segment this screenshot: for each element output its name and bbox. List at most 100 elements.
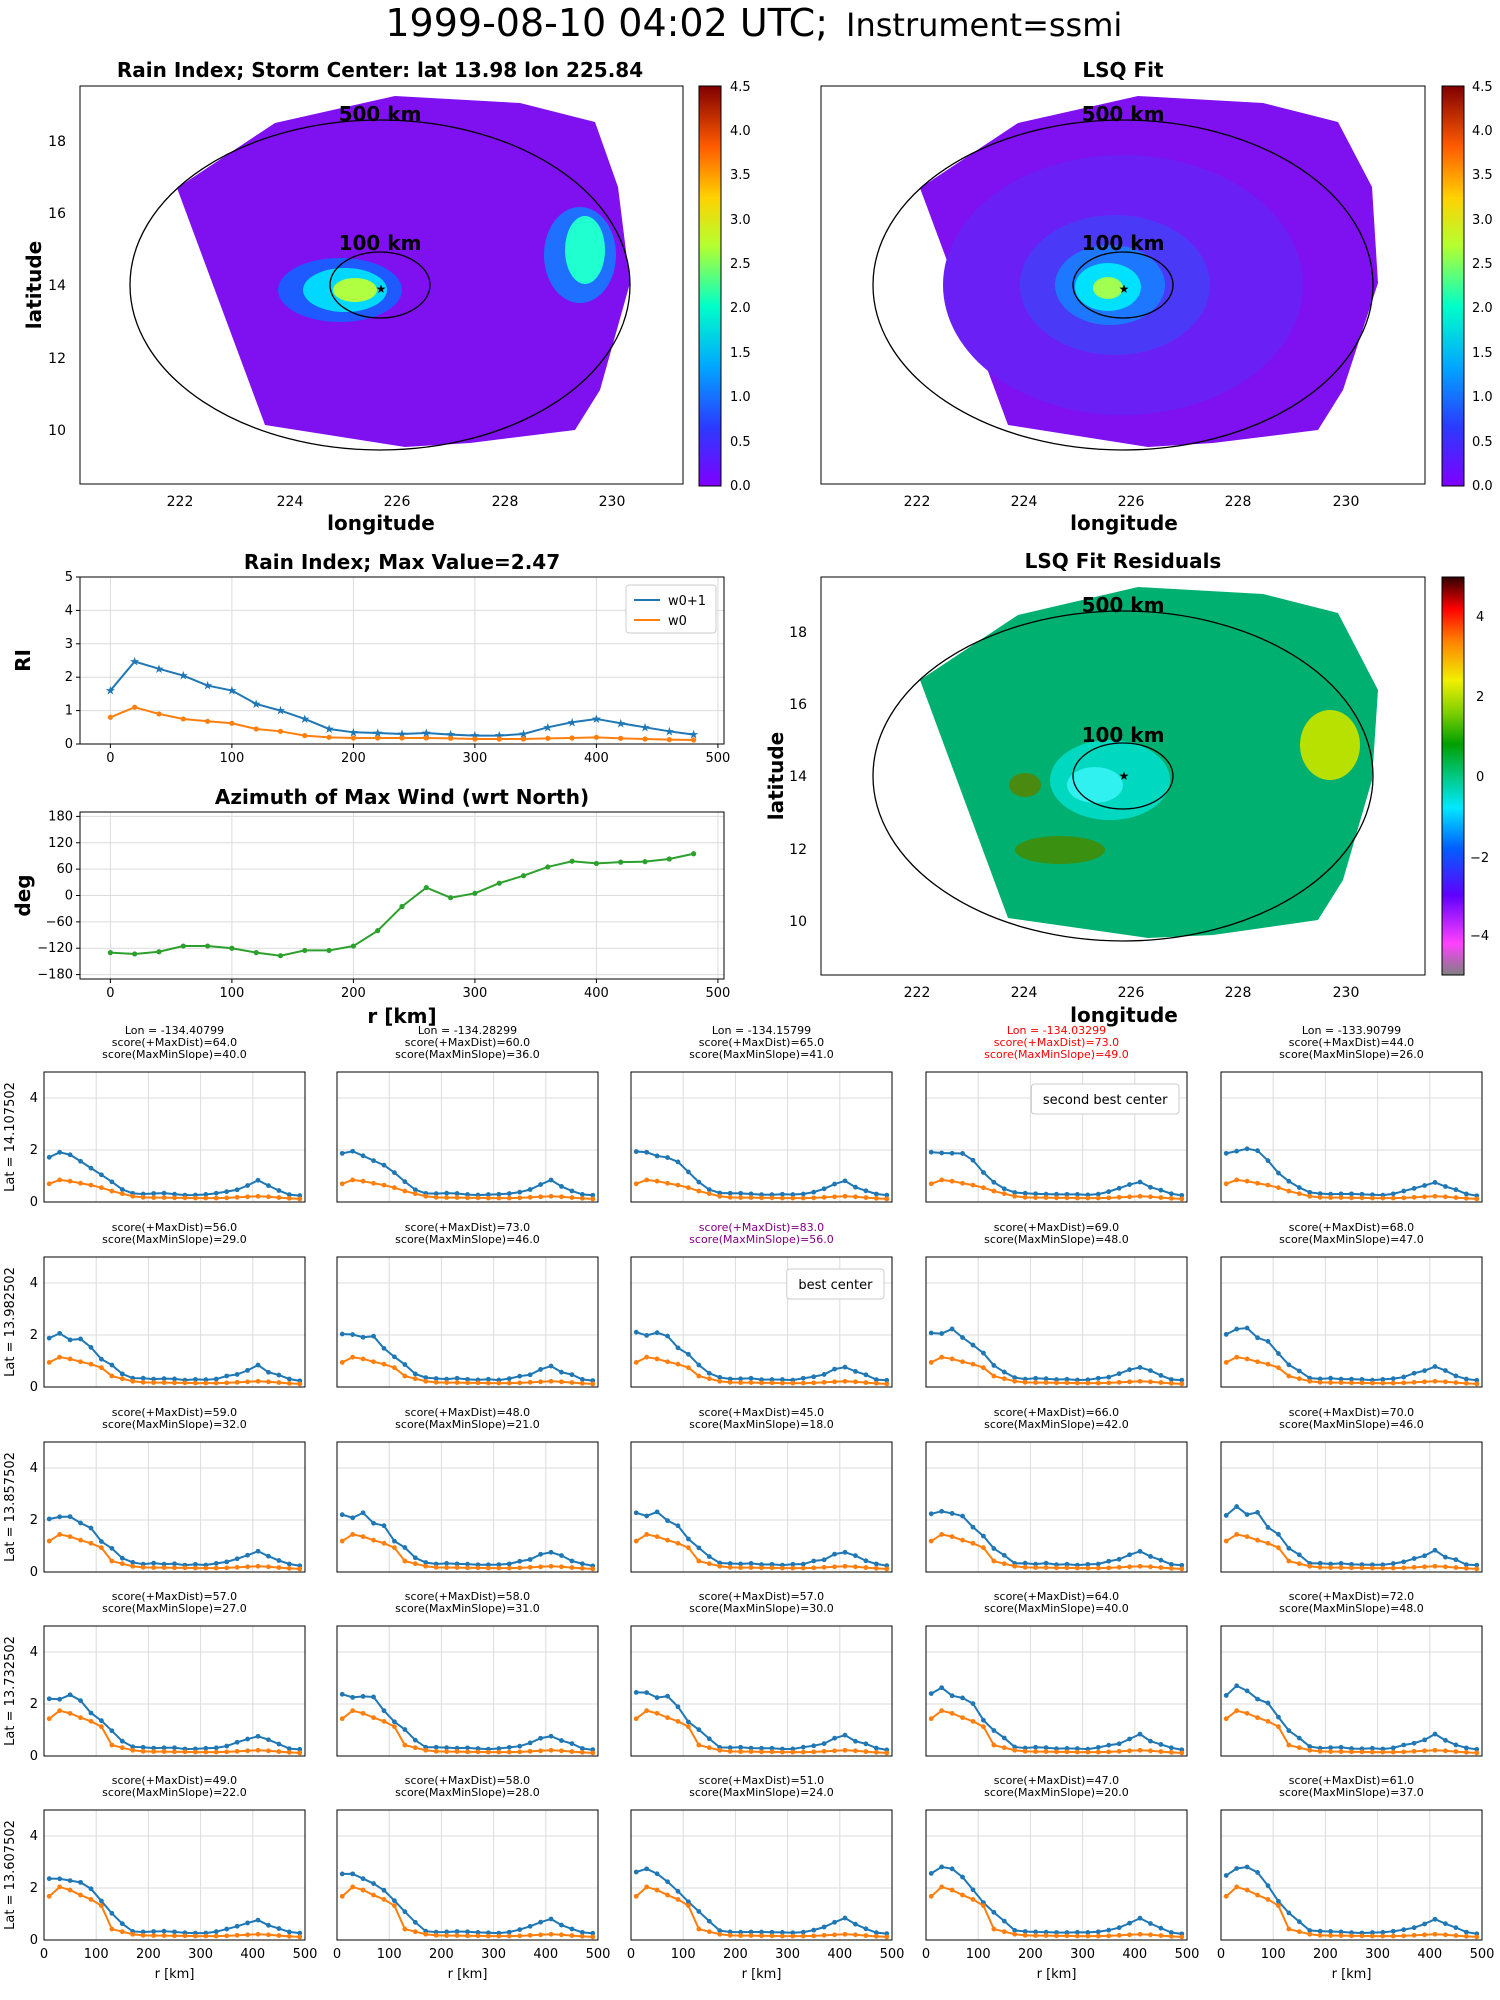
data-point [224,1926,230,1932]
data-point [88,1540,94,1546]
data-point [1179,1377,1185,1383]
data-point [371,1158,376,1164]
data-point [46,1360,52,1365]
data-point [1265,1883,1271,1889]
data-point [203,1565,209,1571]
data-point: ★ [227,684,238,698]
data-point [119,1371,125,1377]
data-point [1168,1195,1174,1201]
data-point [1328,1195,1334,1200]
data-point [46,1876,52,1882]
data-point [960,1335,965,1340]
data-point [109,1179,115,1185]
data-point [224,1743,230,1749]
data-point [161,1380,167,1385]
data-point [769,1933,775,1939]
x-tick-label: 200 [341,986,366,1001]
data-point [665,1715,670,1721]
data-point: ★ [275,704,286,718]
data-point [1095,1933,1101,1939]
data-point [1369,1749,1375,1755]
data-point [1359,1191,1365,1197]
data-point [46,1516,52,1522]
data-point [1085,1195,1091,1201]
score-maxdist: score(+MaxDist)=73.0 [405,1221,530,1234]
data-point [569,1372,575,1378]
x-tick-label: 300 [188,1947,213,1962]
data-point [297,1934,303,1940]
axes-frame [925,1256,1188,1388]
score-maxminslope: score(MaxMinSlope)=30.0 [689,1602,834,1615]
data-point [57,1177,63,1183]
subplot: score(+MaxDist)=58.0score(MaxMinSlope)=2… [333,1774,611,1982]
x-tick-label: 100 [219,751,244,766]
data-point [433,1748,439,1754]
colorbar-tick-label: 1.0 [1472,390,1493,405]
data-point [1422,1368,1427,1374]
ring-label: 100 km [339,231,422,255]
data-point [1349,1195,1354,1201]
data-point [884,1750,890,1756]
data-point [800,1191,806,1197]
score-maxminslope: score(MaxMinSlope)=20.0 [984,1786,1129,1799]
data-point [99,1724,104,1730]
data-point [392,1724,397,1730]
ring-label: 500 km [339,102,422,126]
data-point [991,1373,997,1379]
data-point [496,1191,502,1197]
data-point [109,1728,115,1734]
data-point [1033,1195,1039,1200]
data-point [224,1565,230,1571]
data-point [706,1376,712,1382]
data-point [811,1374,817,1380]
x-tick-label: 228 [1225,985,1252,1001]
data-point [928,1716,934,1722]
data-point [1127,1552,1132,1558]
score-maxdist: score(+MaxDist)=56.0 [112,1221,237,1234]
data-point [665,1180,670,1186]
x-tick-label: 200 [1313,1947,1338,1962]
data-point [517,1749,523,1755]
data-point [1244,1688,1250,1694]
data-point [686,1903,691,1909]
data-point [485,1565,491,1571]
cell-longitude: Lon = -134.40799 [125,1024,224,1037]
x-tick-label: 224 [1011,494,1038,510]
data-point [1095,1565,1101,1571]
data-point [686,1351,691,1357]
colorbar-tick-label: 0.0 [1472,479,1493,494]
data-point [255,1548,261,1554]
data-point [1432,1731,1438,1737]
data-point [928,1181,934,1187]
data-point [326,947,332,954]
data-point [1390,1195,1396,1201]
data-point [727,1932,733,1938]
data-point [46,1154,52,1160]
data-point [339,1538,345,1544]
data-point [255,1378,261,1384]
score-maxminslope: score(MaxMinSlope)=47.0 [1279,1233,1424,1246]
data-point [485,1749,491,1755]
data-point [853,1379,858,1385]
data-point [297,1746,303,1752]
data-point [1265,1700,1271,1706]
x-tick-label: 0 [106,986,114,1001]
x-tick-label: 222 [167,494,194,510]
data-point [1422,1737,1427,1743]
residual-blob [1009,773,1041,797]
data-point [717,1931,723,1937]
data-point [1116,1185,1122,1191]
data-point [1474,1934,1480,1940]
score-maxdist: score(+MaxDist)=68.0 [1289,1221,1414,1234]
data-point [1033,1744,1039,1750]
data-point [454,1375,460,1381]
data-point [1085,1565,1091,1571]
data-point [180,716,186,722]
data-point [790,1930,796,1936]
data-point [326,734,332,740]
data-point [981,1185,986,1191]
data-point [1127,1920,1132,1926]
score-maxminslope: score(MaxMinSlope)=46.0 [395,1233,540,1246]
data-point [1296,1745,1302,1751]
data-point [1054,1195,1059,1201]
